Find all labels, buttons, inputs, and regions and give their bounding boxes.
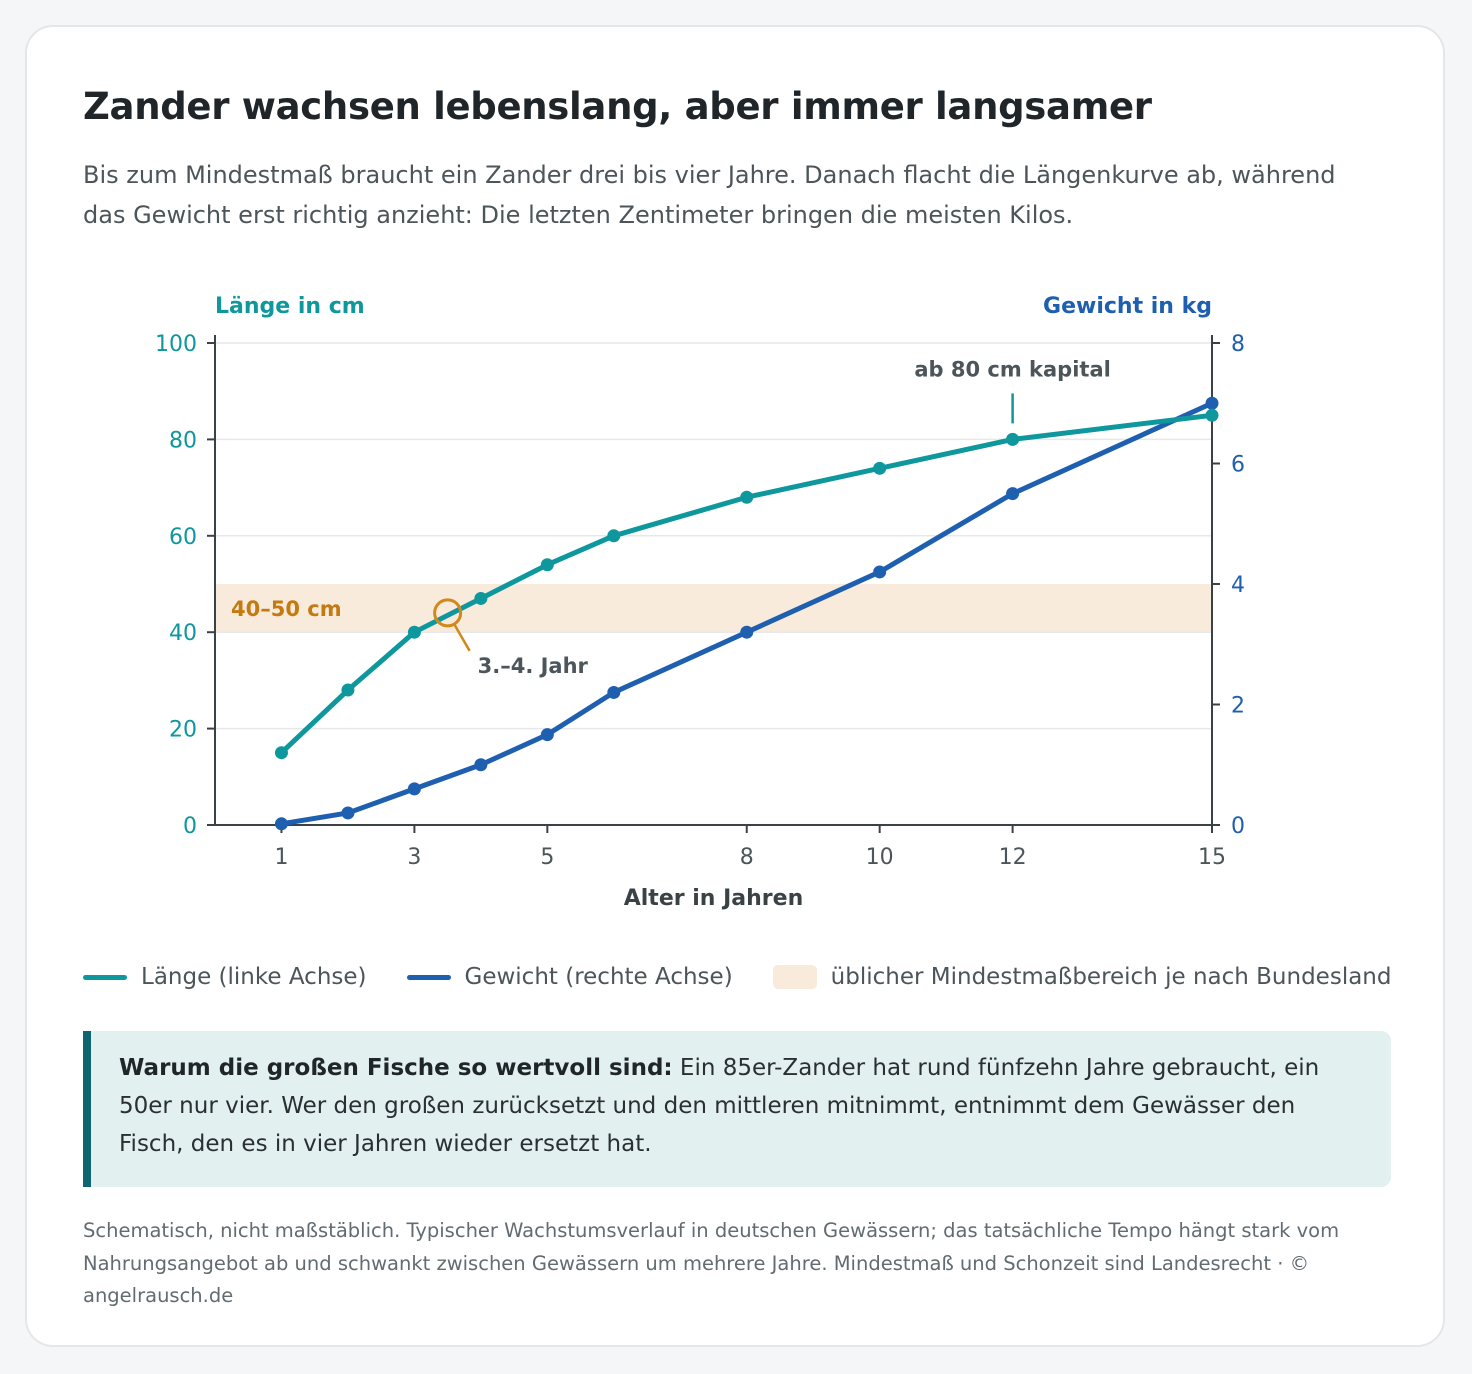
right-tick-label: 8 xyxy=(1231,332,1245,357)
legend: Länge (linke Achse) Gewicht (rechte Achs… xyxy=(83,959,1431,995)
legend-label-band: üblicher Mindestmaßbereich je nach Bunde… xyxy=(830,964,1392,990)
series-line-length xyxy=(278,412,1215,756)
right-tick-label: 2 xyxy=(1231,694,1245,719)
left-tick-label: 100 xyxy=(155,332,197,357)
chart-plot: 40–50 cm 0 20 40 60 80 100 0 2 4 6 8 1 3 5 8 10 12 15 Länge… xyxy=(155,294,1245,911)
legend-item-band: üblicher Mindestmaßbereich je nach Bunde… xyxy=(772,964,1392,990)
data-point-weight xyxy=(341,806,355,820)
left-tick-label: 20 xyxy=(169,718,197,743)
data-point-weight xyxy=(607,685,621,699)
right-tick-label: 6 xyxy=(1231,453,1245,478)
left-tick-label: 60 xyxy=(169,525,197,550)
data-point-weight xyxy=(540,728,554,742)
data-point-length xyxy=(1205,408,1219,422)
footnote: Schematisch, nicht maßstäblich. Typische… xyxy=(83,1219,1340,1307)
right-tick-label: 0 xyxy=(1231,814,1245,839)
legend-label-length: Länge (linke Achse) xyxy=(141,964,367,990)
data-point-length xyxy=(341,683,355,697)
legend-swatch-band-icon xyxy=(772,965,817,989)
x-tick-label: 10 xyxy=(866,845,894,870)
annotation-label-kapital: ab 80 cm kapital xyxy=(914,357,1110,381)
x-tick-label: 1 xyxy=(274,845,288,870)
data-point-length xyxy=(474,591,488,605)
left-tick-label: 40 xyxy=(169,621,197,646)
x-tick-label: 12 xyxy=(999,845,1027,870)
legend-label-weight: Gewicht (rechte Achse) xyxy=(464,964,733,990)
info-callout-heading: Warum die großen Fische so wertvoll sind… xyxy=(119,1055,673,1081)
data-point-weight xyxy=(1006,487,1020,501)
data-point-weight xyxy=(1205,396,1219,410)
data-point-weight xyxy=(873,565,887,579)
info-callout: Warum die großen Fische so wertvoll sind… xyxy=(83,1031,1391,1187)
data-point-weight xyxy=(407,782,421,796)
data-point-weight xyxy=(740,625,754,639)
legend-line-length-icon xyxy=(83,974,127,980)
data-point-weight xyxy=(274,817,288,831)
annotation-circle xyxy=(433,598,463,628)
data-point-length xyxy=(274,746,288,760)
chart-subtitle: Bis zum Mindestmaß braucht ein Zander dr… xyxy=(83,161,1336,229)
y-axis-left-title: Länge in cm xyxy=(215,294,365,319)
chart-title: Zander wachsen lebenslang, aber immer la… xyxy=(83,85,1152,128)
left-tick-label: 80 xyxy=(169,428,197,453)
data-point-length xyxy=(873,461,887,475)
left-tick-label: 0 xyxy=(183,814,197,839)
legend-item-weight: Gewicht (rechte Achse) xyxy=(406,964,733,990)
info-callout-text: Ein 85er-Zander hat rund fünfzehn Jahre … xyxy=(119,1055,1320,1157)
x-tick-label: 15 xyxy=(1198,845,1226,870)
data-point-length xyxy=(740,490,754,504)
annotation-label-year: 3.–4. Jahr xyxy=(478,654,589,678)
data-point-length xyxy=(407,625,421,639)
data-point-length xyxy=(607,529,621,543)
data-point-length xyxy=(1006,432,1020,446)
annotation-leader xyxy=(453,624,471,652)
data-point-length xyxy=(540,558,554,572)
data-point-weight xyxy=(474,758,488,772)
right-tick-label: 4 xyxy=(1231,573,1245,598)
y-axis-right-title: Gewicht in kg xyxy=(1043,294,1212,319)
chart-card: Zander wachsen lebenslang, aber immer la… xyxy=(25,25,1445,1347)
x-axis-title: Alter in Jahren xyxy=(624,886,804,911)
series-line-weight xyxy=(278,400,1215,827)
legend-item-length: Länge (linke Achse) xyxy=(83,964,367,990)
x-tick-label: 5 xyxy=(540,845,554,870)
x-tick-label: 8 xyxy=(740,845,754,870)
band-label: 40–50 cm xyxy=(231,597,342,621)
x-tick-label: 3 xyxy=(407,845,421,870)
legend-line-weight-icon xyxy=(406,974,451,980)
min-size-band xyxy=(215,584,1212,633)
